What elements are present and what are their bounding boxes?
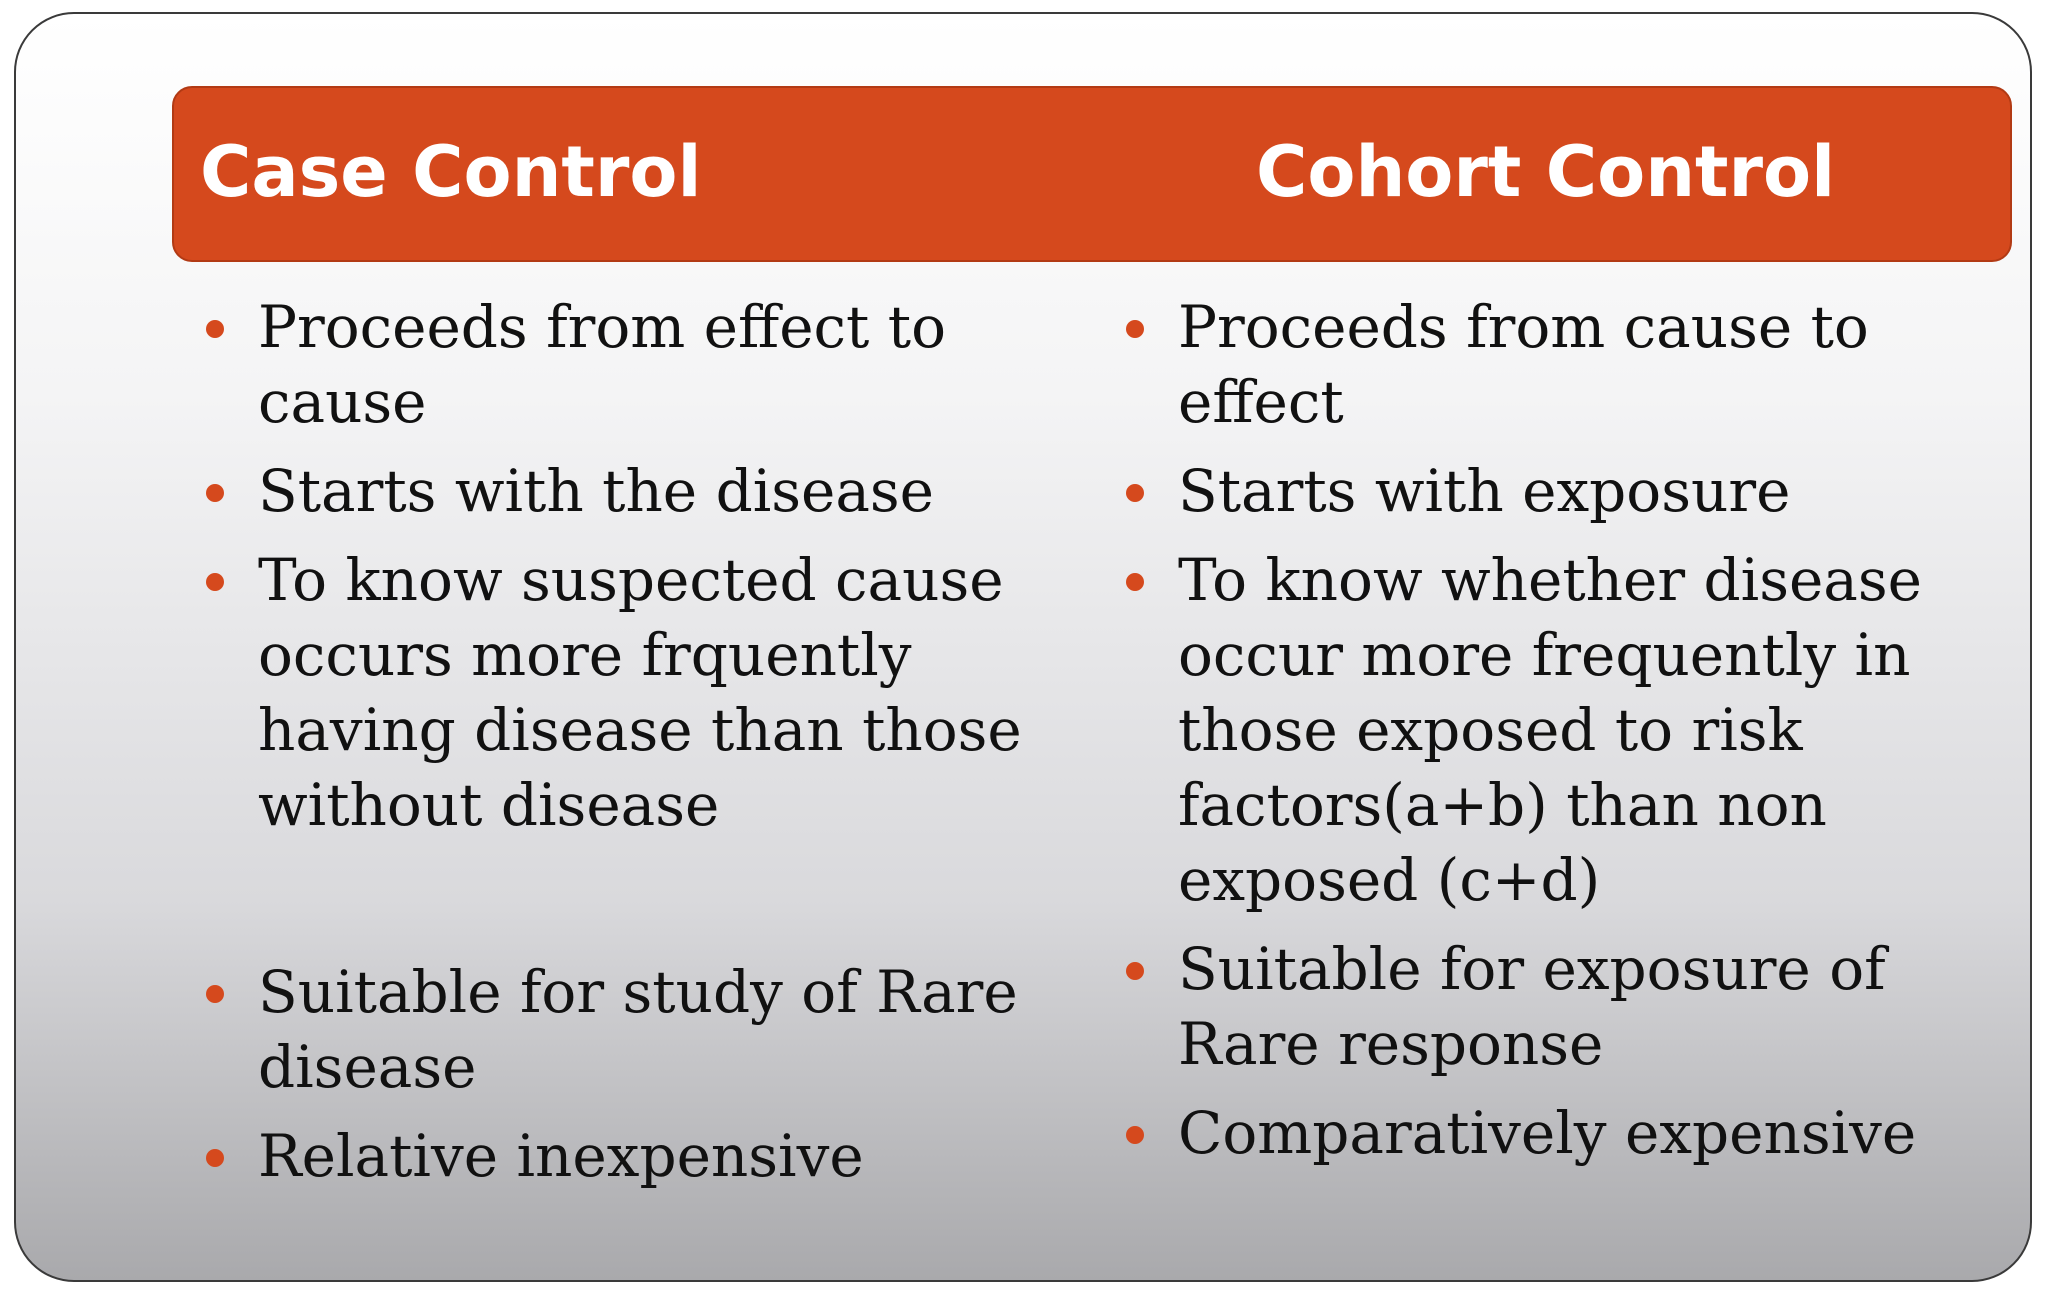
bullet-icon xyxy=(1126,1126,1144,1144)
list-item-text: Suitable for study of Rare disease xyxy=(258,958,1018,1101)
list-item-text: Proceeds from effect to cause xyxy=(258,293,946,436)
list-item: To know suspected cause occurs more frqu… xyxy=(206,543,1036,843)
list-item: Proceeds from effect to cause xyxy=(206,290,1036,440)
list-item: To know whether disease occur more frequ… xyxy=(1126,543,1966,918)
bullet-icon xyxy=(1126,484,1144,502)
bullet-icon xyxy=(206,484,224,502)
list-item-text: Suitable for exposure of Rare response xyxy=(1178,935,1886,1078)
bullet-icon xyxy=(206,573,224,591)
bullet-icon xyxy=(206,985,224,1003)
list-item: Starts with the disease xyxy=(206,454,1036,529)
list-item-text: Relative inexpensive xyxy=(258,1122,864,1190)
cohort-control-list: Proceeds from cause to effect Starts wit… xyxy=(1126,290,1966,1185)
list-item: Starts with exposure xyxy=(1126,454,1966,529)
bullet-icon xyxy=(1126,962,1144,980)
list-item-text: To know whether disease occur more frequ… xyxy=(1178,546,1922,914)
list-item: Relative inexpensive xyxy=(206,1119,1036,1194)
list-item: Comparatively expensive xyxy=(1126,1096,1966,1171)
bullet-icon xyxy=(1126,320,1144,338)
header-bar: Case Control Cohort Control xyxy=(172,86,2012,262)
bullet-icon xyxy=(1126,573,1144,591)
case-control-list: Proceeds from effect to cause Starts wit… xyxy=(206,290,1036,1208)
list-item: Proceeds from cause to effect xyxy=(1126,290,1966,440)
list-item-text: Proceeds from cause to effect xyxy=(1178,293,1869,436)
list-item-text: Comparatively expensive xyxy=(1178,1099,1917,1167)
bullet-icon xyxy=(206,1149,224,1167)
list-item-text: Starts with exposure xyxy=(1178,457,1791,525)
bullet-icon xyxy=(206,320,224,338)
cohort-control-heading: Cohort Control xyxy=(1256,131,1836,213)
slide: Case Control Cohort Control Proceeds fro… xyxy=(14,12,2032,1282)
list-item-text: To know suspected cause occurs more frqu… xyxy=(258,546,1022,839)
list-item: Suitable for study of Rare disease xyxy=(206,955,1036,1105)
list-item: Suitable for exposure of Rare response xyxy=(1126,932,1966,1082)
list-item-text: Starts with the disease xyxy=(258,457,935,525)
case-control-heading: Case Control xyxy=(200,131,702,213)
